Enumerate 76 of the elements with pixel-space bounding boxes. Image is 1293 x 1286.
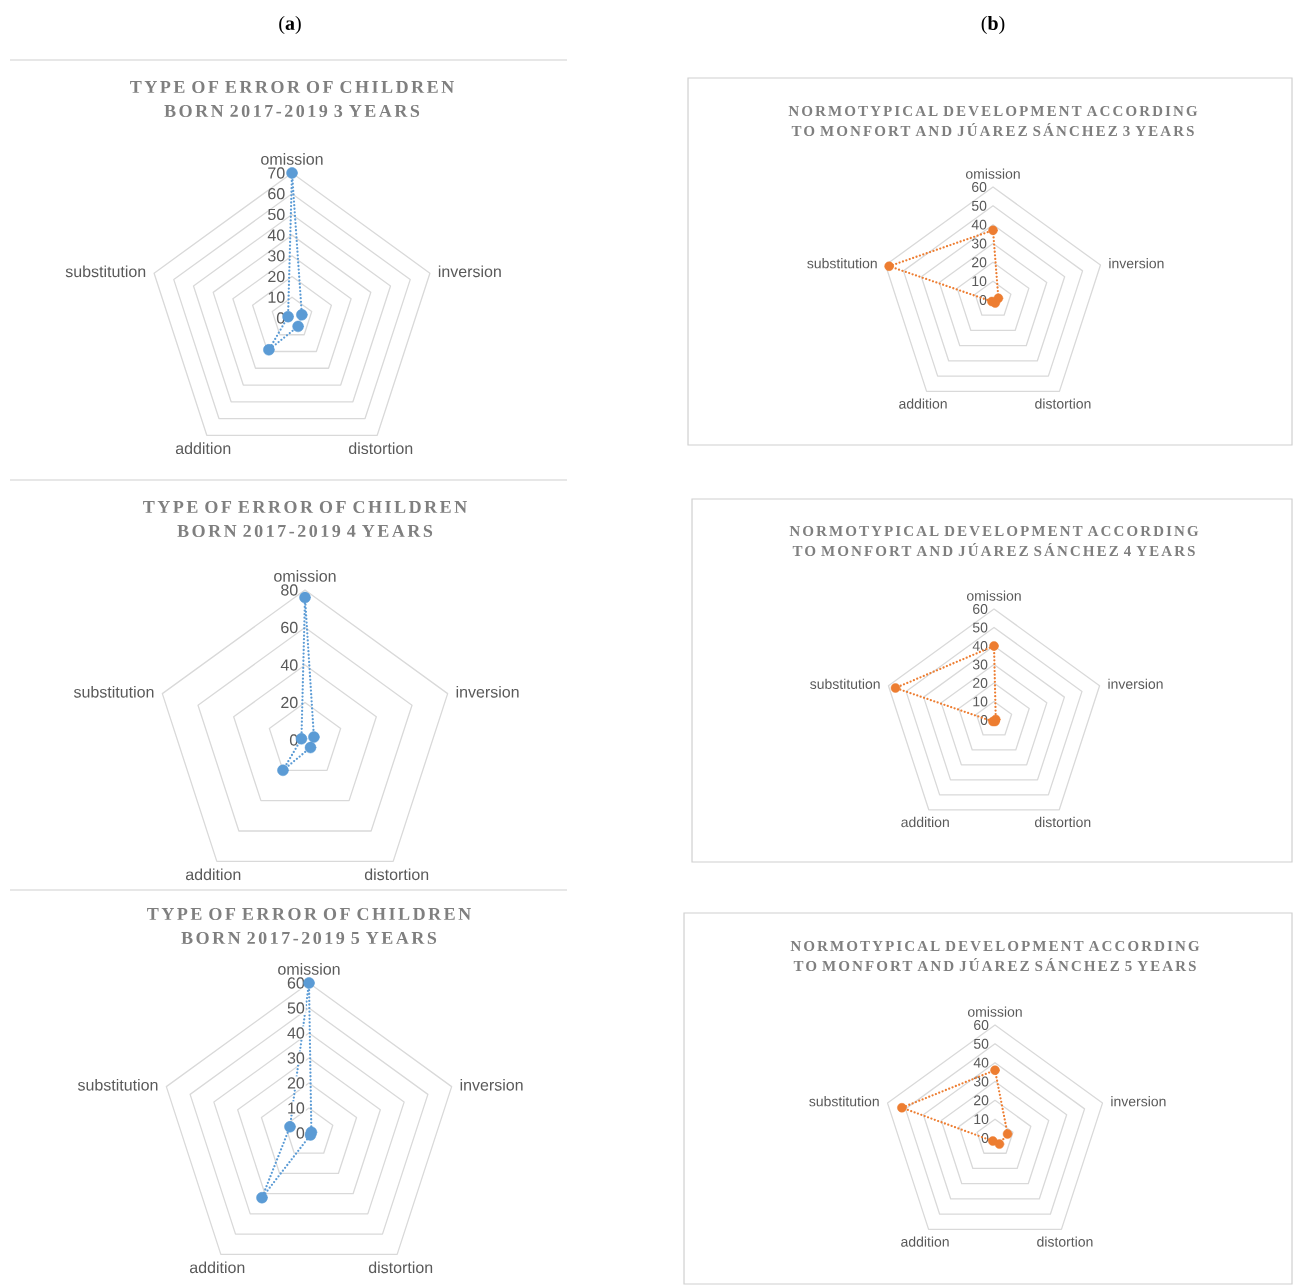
y-tick-label: 10 [974, 1114, 989, 1125]
y-tick-label: 60 [973, 604, 988, 614]
y-tick-label: 40 [267, 229, 285, 241]
chart-title: TYPE OF ERROR OF CHILDREN BORN 2017-2019 3 YEARS [130, 80, 454, 118]
y-tick-label: 40 [971, 219, 987, 230]
spoke-label: addition [189, 1261, 245, 1274]
y-tick-label: 30 [971, 238, 987, 249]
text: (a) [279, 15, 301, 35]
spoke-label: distortion [1037, 1236, 1093, 1247]
spoke-label: substitution [810, 678, 880, 689]
spoke-label: substitution [809, 1096, 879, 1107]
y-tick-label: 30 [973, 1076, 989, 1087]
y-tick-label: 50 [972, 622, 988, 633]
y-tick-label: 10 [288, 1102, 305, 1114]
chart-title: TYPE OF ERROR OF CHILDREN BORN 2017-2019 4 YEARS [143, 500, 467, 538]
spoke-label: addition [185, 868, 241, 881]
chart-title: NORMOTYPICAL DEVELOPMENT ACCORDING TO MONFORT AND JÚAREZ SÁNCHEZ 5 YEARS [790, 940, 1200, 972]
spoke-label: omission [278, 963, 340, 975]
spoke-label: addition [899, 398, 947, 409]
y-tick-label: 0 [296, 1127, 305, 1139]
spoke-label: inversion [1111, 1096, 1166, 1107]
y-tick-label: 20 [974, 1095, 989, 1106]
spoke-label: substitution [73, 685, 154, 698]
y-tick-label: 40 [280, 659, 298, 671]
y-tick-label: 40 [287, 1027, 305, 1039]
y-tick-label: 20 [268, 270, 285, 283]
spoke-label: inversion [460, 1078, 523, 1091]
y-tick-label: 10 [973, 696, 988, 707]
chart-title: TYPE OF ERROR OF CHILDREN BORN 2017-2019 5 YEARS [147, 907, 471, 945]
spoke-label: omission [967, 1006, 1022, 1017]
spoke-label: omission [261, 153, 323, 165]
y-tick-label: 60 [972, 182, 987, 192]
spoke-label: inversion [456, 685, 519, 698]
y-tick-label: 40 [973, 1057, 989, 1068]
y-tick-label: 60 [974, 1020, 989, 1030]
y-tick-label: 80 [281, 584, 298, 596]
spoke-label: distortion [368, 1261, 433, 1274]
y-tick-label: 20 [972, 257, 987, 268]
y-tick-label: 30 [268, 250, 285, 262]
spoke-label: distortion [1034, 816, 1091, 828]
y-tick-label: 10 [268, 291, 285, 303]
spoke-label: inversion [1108, 678, 1163, 689]
spoke-label: omission [966, 590, 1021, 601]
text: (b) [981, 15, 1005, 35]
y-tick-label: 70 [268, 167, 285, 179]
spoke-label: inversion [438, 265, 501, 278]
spoke-label: distortion [348, 442, 413, 455]
y-tick-label: 50 [287, 1002, 305, 1014]
spoke-label: distortion [1035, 398, 1091, 409]
spoke-label: omission [274, 570, 336, 582]
y-tick-label: 50 [268, 208, 285, 221]
y-tick-label: 10 [972, 276, 987, 287]
spoke-label: substitution [77, 1078, 158, 1091]
y-tick-label: 60 [268, 188, 285, 200]
spoke-label: substitution [807, 258, 877, 269]
y-tick-label: 60 [287, 977, 305, 989]
spoke-label: addition [901, 1236, 949, 1247]
y-tick-label: 50 [973, 1038, 989, 1049]
y-tick-label: 20 [281, 696, 298, 709]
spoke-label: inversion [1109, 258, 1164, 269]
y-tick-label: 30 [972, 659, 988, 670]
y-tick-label: 60 [281, 621, 298, 634]
spoke-label: addition [901, 816, 949, 828]
chart-title: NORMOTYPICAL DEVELOPMENT ACCORDING TO MONFORT AND JÚAREZ SÁNCHEZ 3 YEARS [788, 105, 1198, 137]
spoke-label: distortion [364, 868, 429, 881]
spoke-label: substitution [65, 265, 146, 278]
spoke-label: addition [175, 442, 231, 455]
chart-title: NORMOTYPICAL DEVELOPMENT ACCORDING TO MONFORT AND JÚAREZ SÁNCHEZ 4 YEARS [789, 525, 1199, 557]
y-tick-label: 0 [979, 295, 987, 305]
y-tick-label: 0 [980, 715, 988, 725]
y-tick-label: 40 [972, 641, 988, 651]
y-tick-label: 20 [287, 1077, 305, 1089]
spoke-label: omission [965, 168, 1020, 179]
y-tick-label: 50 [971, 200, 987, 211]
y-tick-label: 30 [287, 1052, 305, 1064]
y-tick-label: 20 [973, 678, 988, 688]
